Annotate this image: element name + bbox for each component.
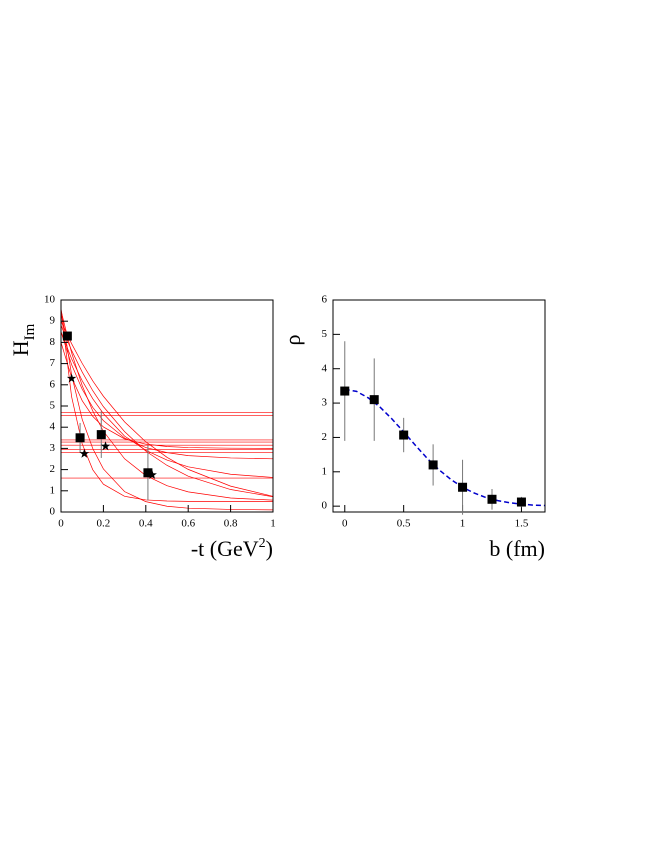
y-tick-label: 0 [50, 506, 56, 518]
plot-area [61, 308, 273, 511]
plot-frame [332, 299, 546, 513]
y-axis-label-main: ρ [280, 334, 305, 345]
y-tick-label: 5 [50, 400, 56, 412]
y-axis-label: HIm [8, 323, 38, 356]
y-tick-label: 9 [50, 315, 56, 327]
data-point [458, 482, 468, 492]
data-point [96, 430, 106, 440]
data-point [62, 331, 72, 341]
y-tick-label: 5 [322, 328, 328, 340]
y-axis-label-sub: Im [22, 323, 38, 340]
y-axis-label-main: H [8, 340, 33, 356]
x-axis-label: b (fm) [489, 536, 545, 561]
data-point [143, 468, 153, 478]
x-tick-label: 1.5 [515, 518, 529, 530]
y-axis-label: ρ [280, 334, 305, 345]
curve [61, 342, 273, 449]
x-tick-label: 1 [270, 518, 276, 530]
x-axis-label-part: -t (GeV [191, 536, 259, 561]
y-tick-label: 6 [50, 378, 56, 390]
data-point [369, 395, 379, 405]
data-point [100, 441, 111, 451]
x-axis-label-part: b (fm) [489, 536, 545, 561]
curve [61, 331, 273, 460]
data-point [75, 433, 85, 443]
x-tick-label: 0 [58, 518, 64, 530]
data-point [147, 469, 157, 479]
curve [61, 310, 273, 501]
y-tick-label: 3 [50, 442, 56, 454]
y-tick-label: 8 [50, 336, 56, 348]
x-tick-label: 0.4 [139, 518, 153, 530]
y-tick-label: 2 [50, 463, 56, 475]
data-point [399, 430, 409, 440]
data-point [428, 460, 438, 470]
y-tick-label: 4 [322, 362, 328, 374]
curve [61, 325, 273, 498]
curve [61, 308, 273, 511]
curve [61, 310, 273, 502]
y-tick-label: 6 [322, 294, 328, 306]
curve [61, 331, 273, 478]
x-tick-label: 0.2 [97, 518, 111, 530]
x-tick-label: 0.5 [397, 518, 411, 530]
x-axis-label-part: 2 [259, 536, 266, 551]
x-tick-label: 0 [342, 518, 348, 530]
x-tick-label: 0.8 [224, 518, 238, 530]
x-tick-label: 1 [460, 518, 466, 530]
panel: 0 0.5 1 1.5 0 1 2 3 4 5 6 ρ b (fm) [280, 294, 546, 561]
y-tick-label: 0 [322, 500, 328, 512]
curve [61, 321, 273, 497]
y-tick-label: 1 [322, 465, 328, 477]
y-tick-label: 3 [322, 397, 328, 409]
y-tick-label: 1 [50, 484, 56, 496]
data-point [487, 494, 497, 504]
data-point [340, 386, 350, 396]
y-tick-label: 4 [50, 421, 56, 433]
x-tick-label: 0.6 [181, 518, 195, 530]
data-point [79, 448, 90, 458]
y-tick-label: 7 [50, 357, 56, 369]
x-axis-label-part: ) [266, 536, 273, 561]
data-point [66, 373, 77, 383]
y-tick-label: 2 [322, 431, 328, 443]
x-axis-label: -t (GeV2) [191, 536, 273, 561]
data-point [516, 497, 526, 507]
y-tick-label: 10 [44, 294, 56, 306]
